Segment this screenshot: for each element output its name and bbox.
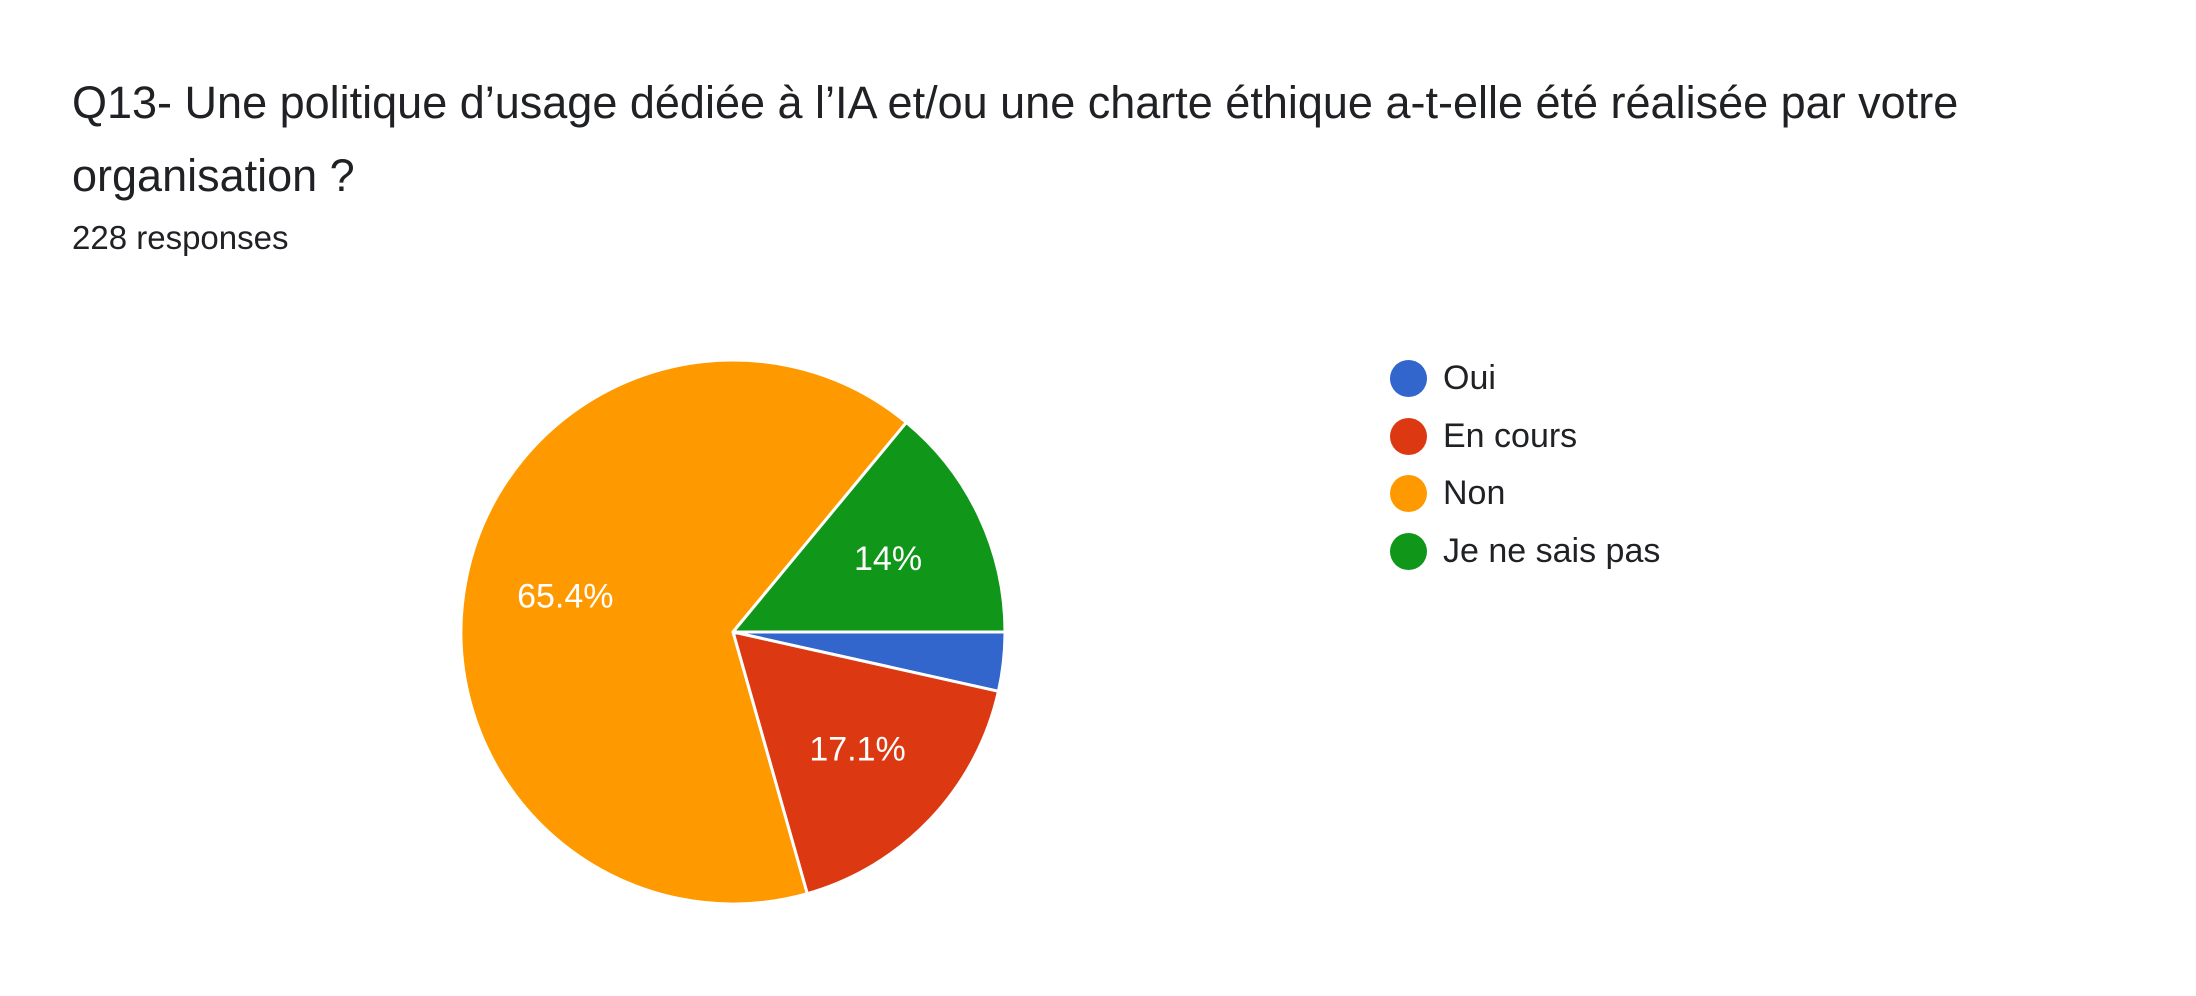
legend-item-0[interactable]: Oui (1390, 350, 1660, 408)
legend-label-2: Non (1443, 474, 1506, 513)
legend-swatch-1 (1390, 417, 1427, 455)
legend-label-3: Je ne sais pas (1443, 531, 1661, 570)
pie-slices (459, 358, 1007, 906)
pie-label-1: 17.1% (809, 731, 905, 769)
pie-label-3: 14% (854, 540, 922, 578)
legend-item-2[interactable]: Non (1390, 465, 1660, 523)
pie-label-2: 65.4% (517, 578, 613, 616)
pie-slice-2 (459, 358, 908, 906)
legend-swatch-3 (1390, 532, 1427, 570)
pie-labels: 17.1% 65.4% 14% (517, 540, 922, 769)
pie-slice-3 (731, 420, 1007, 634)
legend-label-1: En cours (1443, 416, 1578, 455)
legend-item-3[interactable]: Je ne sais pas (1390, 523, 1660, 581)
chart-legend: Oui En cours Non Je ne sais pas (1390, 350, 1660, 580)
legend-item-1[interactable]: En cours (1390, 408, 1660, 466)
legend-swatch-0 (1390, 360, 1427, 398)
legend-label-0: Oui (1443, 359, 1496, 398)
pie-slice-1 (731, 630, 1000, 896)
chart-title: Q13- Une politique d’usage dédiée à l’IA… (72, 77, 1959, 201)
response-count: 228 responses (72, 219, 289, 256)
legend-swatch-2 (1390, 475, 1427, 513)
